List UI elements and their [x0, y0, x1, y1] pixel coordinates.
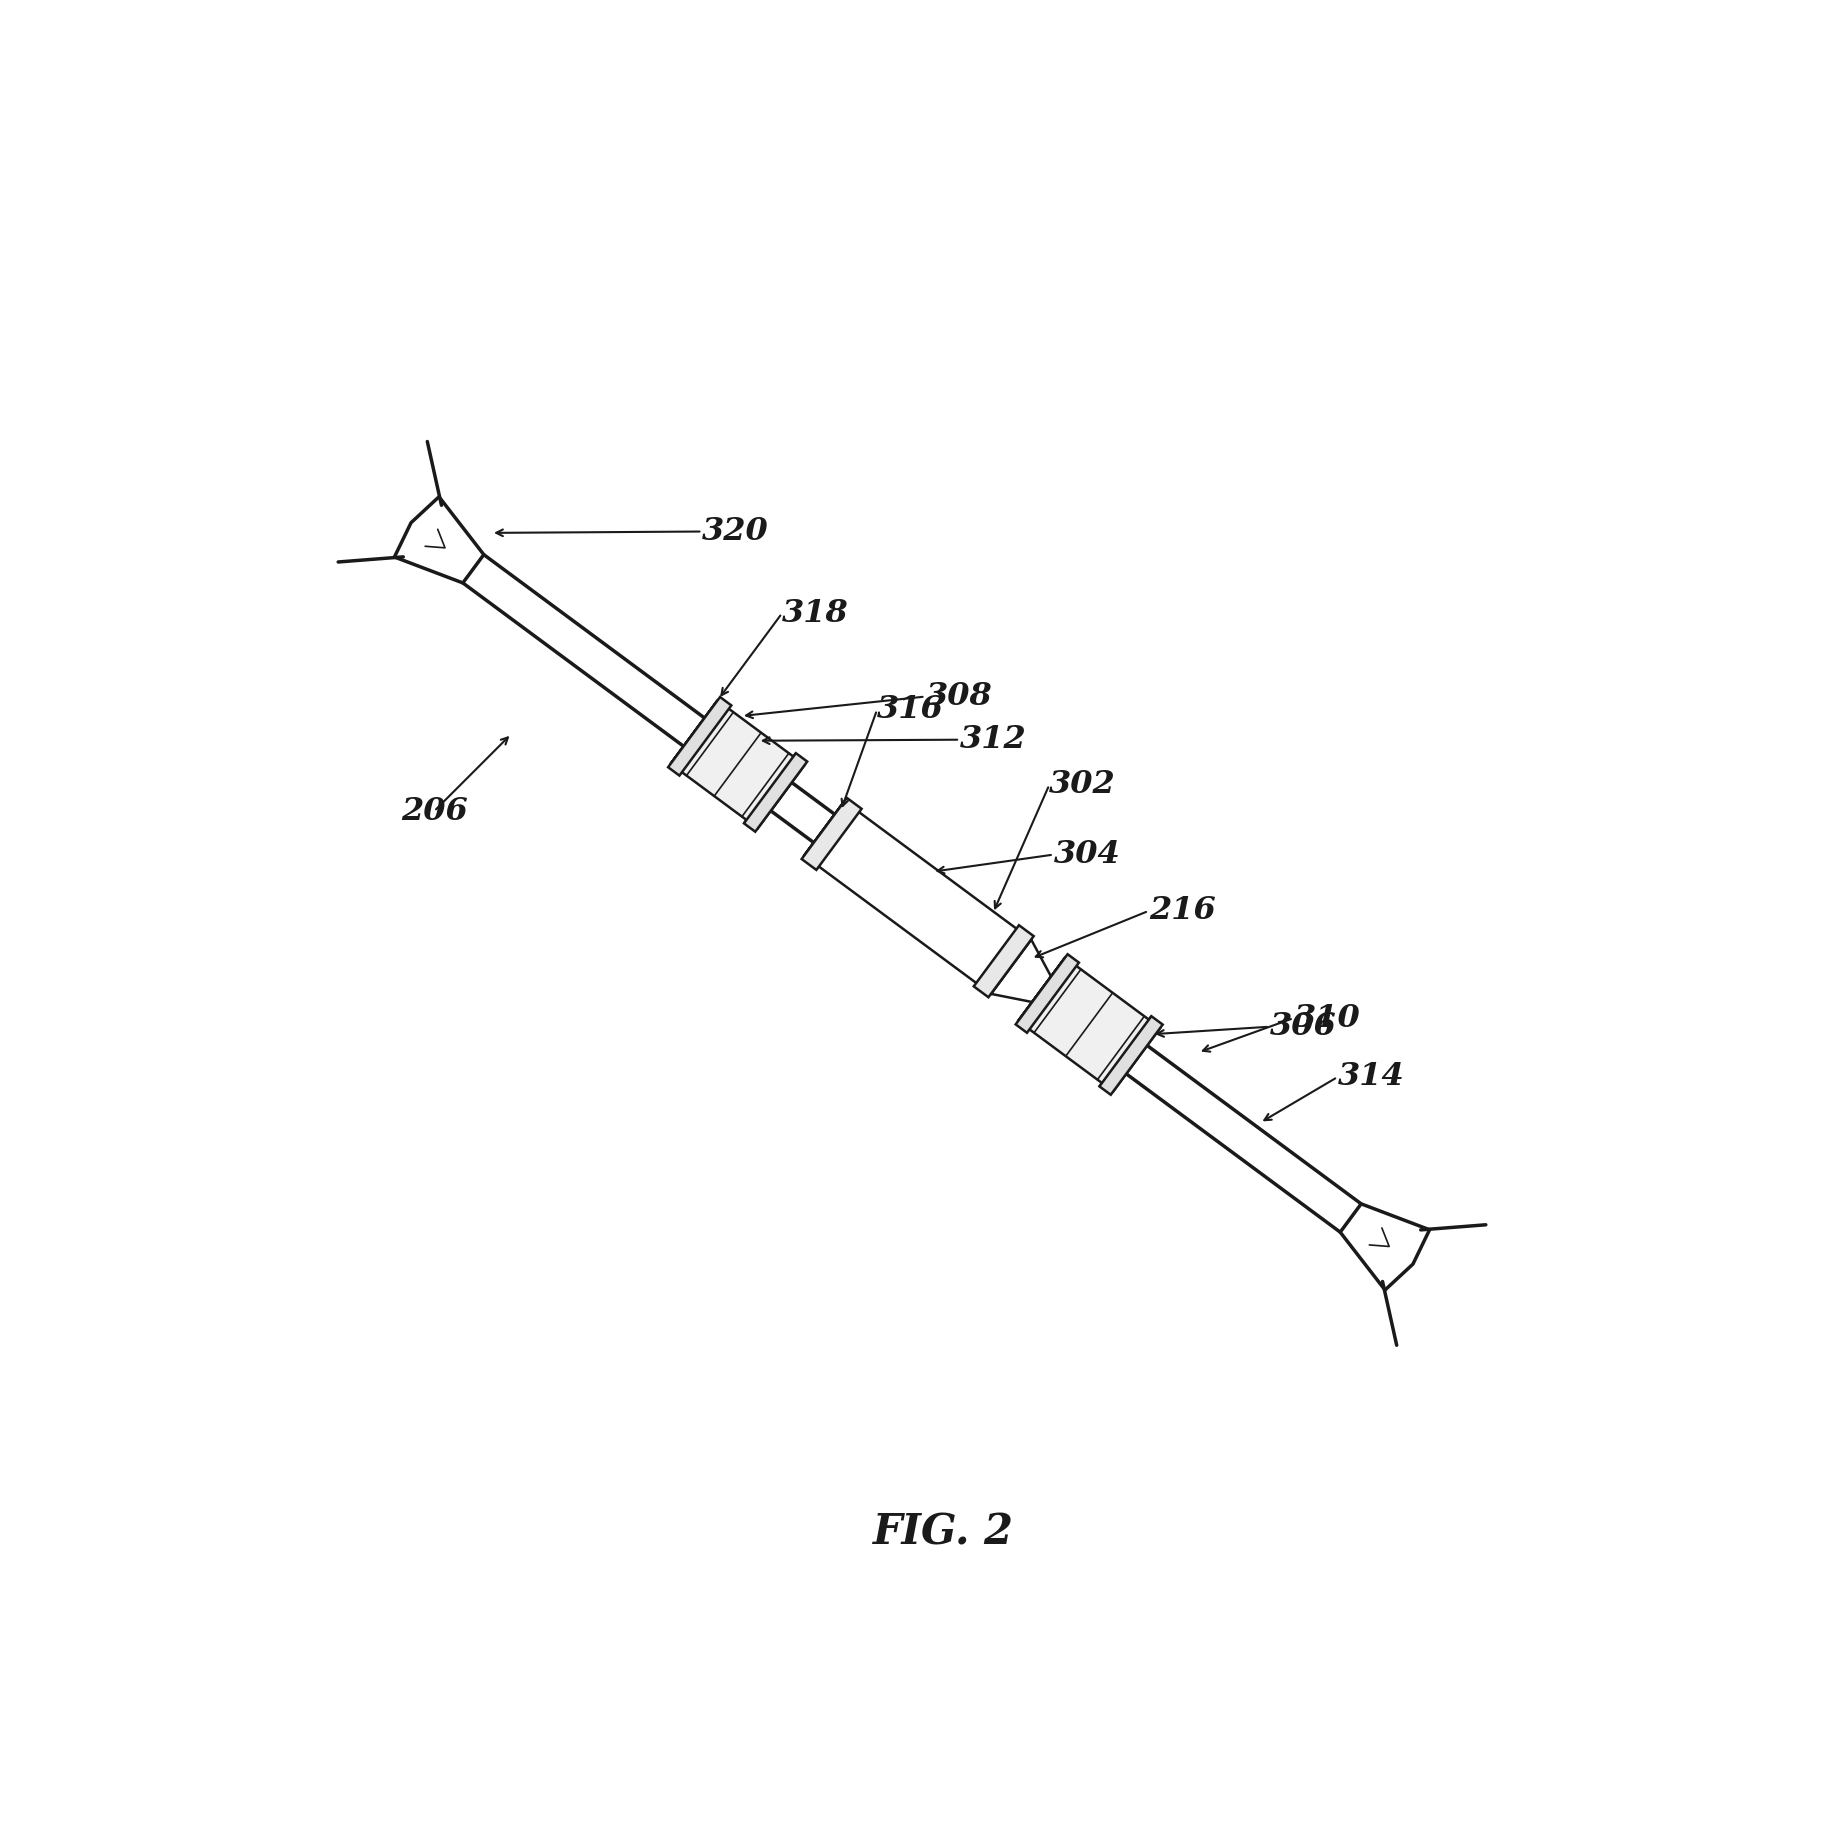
Polygon shape — [1017, 958, 1160, 1092]
Polygon shape — [1125, 1046, 1361, 1233]
Polygon shape — [1100, 1017, 1151, 1086]
Polygon shape — [1017, 958, 1065, 1021]
Text: FIG. 2: FIG. 2 — [872, 1511, 1013, 1553]
Polygon shape — [669, 701, 804, 829]
Text: 310: 310 — [1293, 1002, 1359, 1033]
Text: 316: 316 — [877, 695, 943, 726]
Text: 312: 312 — [960, 724, 1026, 755]
Text: 320: 320 — [702, 516, 769, 547]
Polygon shape — [743, 754, 796, 823]
Text: 216: 216 — [1148, 896, 1216, 925]
Text: 302: 302 — [1048, 770, 1116, 801]
Polygon shape — [463, 554, 704, 746]
Text: 306: 306 — [1269, 1011, 1335, 1043]
Polygon shape — [973, 925, 1034, 997]
Polygon shape — [1339, 1203, 1429, 1289]
Polygon shape — [771, 783, 835, 843]
Polygon shape — [1015, 955, 1078, 1033]
Polygon shape — [1100, 1017, 1162, 1096]
Text: 308: 308 — [925, 680, 991, 711]
Polygon shape — [669, 701, 717, 765]
Polygon shape — [991, 940, 1050, 1002]
Text: 314: 314 — [1337, 1061, 1403, 1092]
Polygon shape — [394, 497, 484, 583]
Polygon shape — [1017, 958, 1065, 1021]
Polygon shape — [804, 801, 1030, 993]
Text: 206: 206 — [401, 796, 467, 827]
Polygon shape — [668, 697, 730, 775]
Text: 318: 318 — [782, 598, 848, 629]
Polygon shape — [804, 801, 844, 856]
Text: 304: 304 — [1054, 840, 1120, 871]
Polygon shape — [743, 754, 807, 832]
Polygon shape — [802, 797, 861, 871]
